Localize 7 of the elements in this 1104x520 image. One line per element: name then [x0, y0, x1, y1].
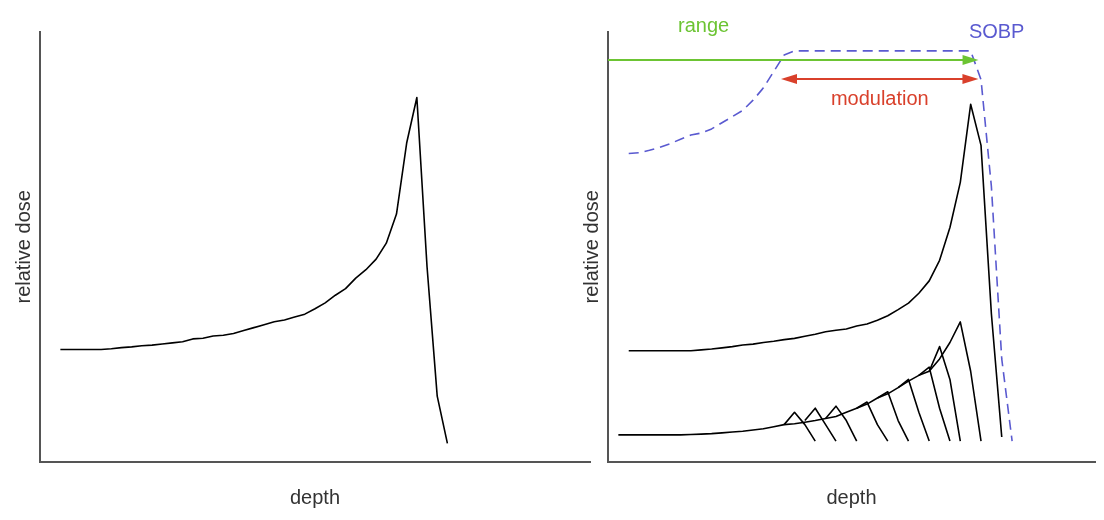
- x-axis-title: depth: [289, 485, 341, 508]
- y-axis-title: relative dose: [579, 190, 602, 304]
- text: range: [678, 13, 730, 37]
- x-axis-title: depth: [826, 485, 877, 508]
- series-label: SOBP: [968, 20, 1025, 43]
- annotation: modulation: [830, 87, 929, 111]
- y-axis-title: relative dose: [11, 190, 34, 304]
